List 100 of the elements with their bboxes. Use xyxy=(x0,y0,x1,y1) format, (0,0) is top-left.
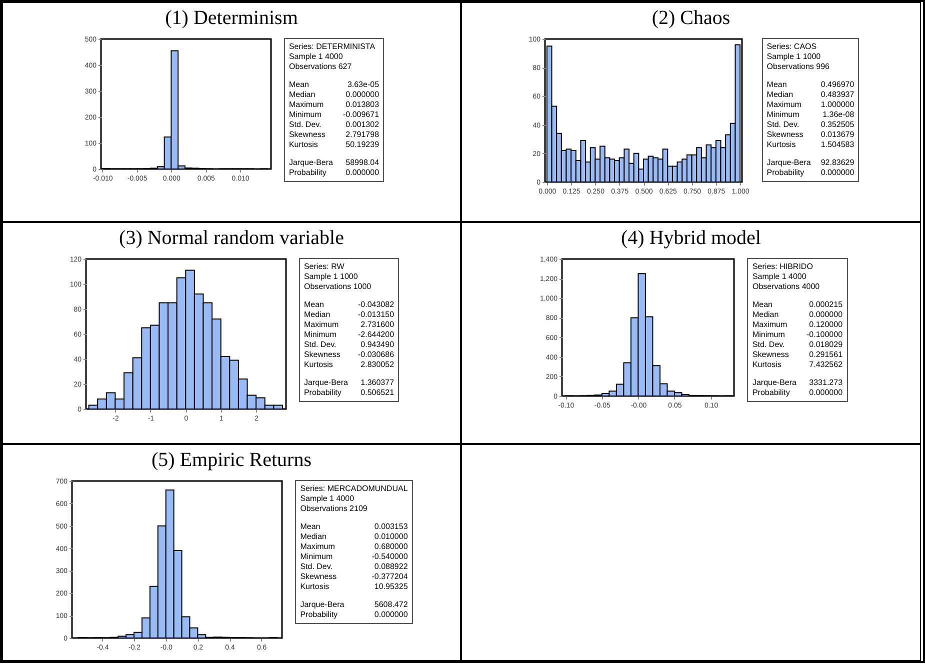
text: 0.001302 xyxy=(344,120,380,130)
text: Probability xyxy=(288,168,328,178)
text: Std. Dev. xyxy=(300,562,334,572)
text: Observations 996 xyxy=(766,62,830,72)
text: 3.63e-05 xyxy=(346,80,380,90)
text: Series: MERCADOMUNDUAL xyxy=(300,484,408,494)
text: Sample 1 1000 xyxy=(304,272,359,282)
text: Minimum xyxy=(300,552,334,562)
text: 7.432562 xyxy=(808,360,843,370)
text: Std. Dev. xyxy=(288,120,322,130)
chart-title: (1) Determinism xyxy=(164,7,299,30)
text: Skewness xyxy=(752,350,790,360)
text: 0.506521 xyxy=(360,388,394,398)
text: 1.000000 xyxy=(820,100,854,110)
text: Kurtosis xyxy=(288,140,319,150)
chart-title: (2) Chaos xyxy=(650,7,732,30)
text: 2.791798 xyxy=(344,130,380,140)
text: 5608.472 xyxy=(373,600,408,610)
text: Median xyxy=(304,310,332,320)
text: 0.000000 xyxy=(373,610,408,620)
text: -0.100000 xyxy=(806,330,843,340)
text: Median xyxy=(752,310,780,320)
text: 10.95325 xyxy=(373,582,408,592)
text: Sample 1 4000 xyxy=(288,52,344,62)
text: 0.000000 xyxy=(344,90,380,100)
text: Minimum xyxy=(288,110,322,120)
text: Series: RW xyxy=(304,262,346,272)
text: Mean xyxy=(752,300,774,310)
text: Std. Dev. xyxy=(766,120,800,130)
text: 1.360377 xyxy=(360,378,394,388)
text: Kurtosis xyxy=(766,140,797,150)
text: Probability xyxy=(766,168,806,178)
text: 1.504583 xyxy=(820,140,854,150)
text: 1.36e-08 xyxy=(822,110,854,120)
text: Kurtosis xyxy=(304,360,334,370)
text: Observations 1000 xyxy=(304,282,372,292)
text: Sample 1 4000 xyxy=(300,494,356,504)
text: Maximum xyxy=(752,320,788,330)
text: -0.377204 xyxy=(370,572,408,582)
text: Jarque-Bera xyxy=(766,158,811,168)
text: 0.018029 xyxy=(808,340,843,350)
text: Minimum xyxy=(766,110,800,120)
text: Skewness xyxy=(288,130,326,140)
text: 0.000000 xyxy=(820,168,854,178)
text: 0.010000 xyxy=(373,532,408,542)
text: 92.83629 xyxy=(820,158,854,168)
text: Observations 2109 xyxy=(300,504,368,514)
text: Std. Dev. xyxy=(752,340,786,350)
text: Probability xyxy=(304,388,342,398)
chart-title: (3) Normal random variable xyxy=(118,227,345,250)
text: Skewness xyxy=(766,130,804,140)
text: 0.943490 xyxy=(360,340,394,350)
text: 0.000000 xyxy=(808,310,843,320)
chart-title: (4) Hybrid model xyxy=(620,227,762,250)
text: Sample 1 4000 xyxy=(752,272,808,282)
text: Mean xyxy=(304,300,325,310)
text: 0.291561 xyxy=(808,350,843,360)
text: Mean xyxy=(288,80,310,90)
text: 0.496970 xyxy=(820,80,854,90)
chart-title: (5) Empiric Returns xyxy=(150,449,312,472)
text: -0.009671 xyxy=(342,110,380,120)
text: Jarque-Bera xyxy=(304,378,348,388)
text: 0.000000 xyxy=(344,168,380,178)
text: Kurtosis xyxy=(300,582,330,592)
text: Median xyxy=(288,90,316,100)
text: 0.003153 xyxy=(373,522,408,532)
text: Sample 1 1000 xyxy=(766,52,822,62)
text: 58998.04 xyxy=(344,158,380,168)
text: -0.013150 xyxy=(357,310,394,320)
text: Maximum xyxy=(766,100,802,110)
text: Jarque-Bera xyxy=(752,378,796,388)
text: 0.352505 xyxy=(820,120,854,130)
text: -2.644200 xyxy=(357,330,394,340)
text: Kurtosis xyxy=(752,360,782,370)
text: Series: HIBRIDO xyxy=(752,262,814,272)
text: 50.19239 xyxy=(344,140,380,150)
text: Skewness xyxy=(304,350,342,360)
text: Observations 627 xyxy=(288,62,353,72)
text: Observations 4000 xyxy=(752,282,821,292)
text: Probability xyxy=(752,388,791,398)
text: Minimum xyxy=(304,330,338,340)
text: Jarque-Bera xyxy=(300,600,346,610)
text: 2.731600 xyxy=(360,320,394,330)
text: 0.000215 xyxy=(808,300,843,310)
text: Series: DETERMINISTA xyxy=(288,42,376,52)
text: -0.540000 xyxy=(370,552,408,562)
text: 2.830052 xyxy=(360,360,394,370)
text: Maximum xyxy=(300,542,336,552)
text: Minimum xyxy=(752,330,786,340)
text: 0.680000 xyxy=(373,542,408,552)
text: 0.088922 xyxy=(373,562,408,572)
text: Jarque-Bera xyxy=(288,158,333,168)
text: Std. Dev. xyxy=(304,340,338,350)
text: Probability xyxy=(300,610,339,620)
text: Series: CAOS xyxy=(766,42,818,52)
text: 0.483937 xyxy=(820,90,854,100)
text: 3331.273 xyxy=(808,378,843,388)
text: Maximum xyxy=(288,100,325,110)
text: Maximum xyxy=(304,320,340,330)
text: 0.000000 xyxy=(808,388,843,398)
